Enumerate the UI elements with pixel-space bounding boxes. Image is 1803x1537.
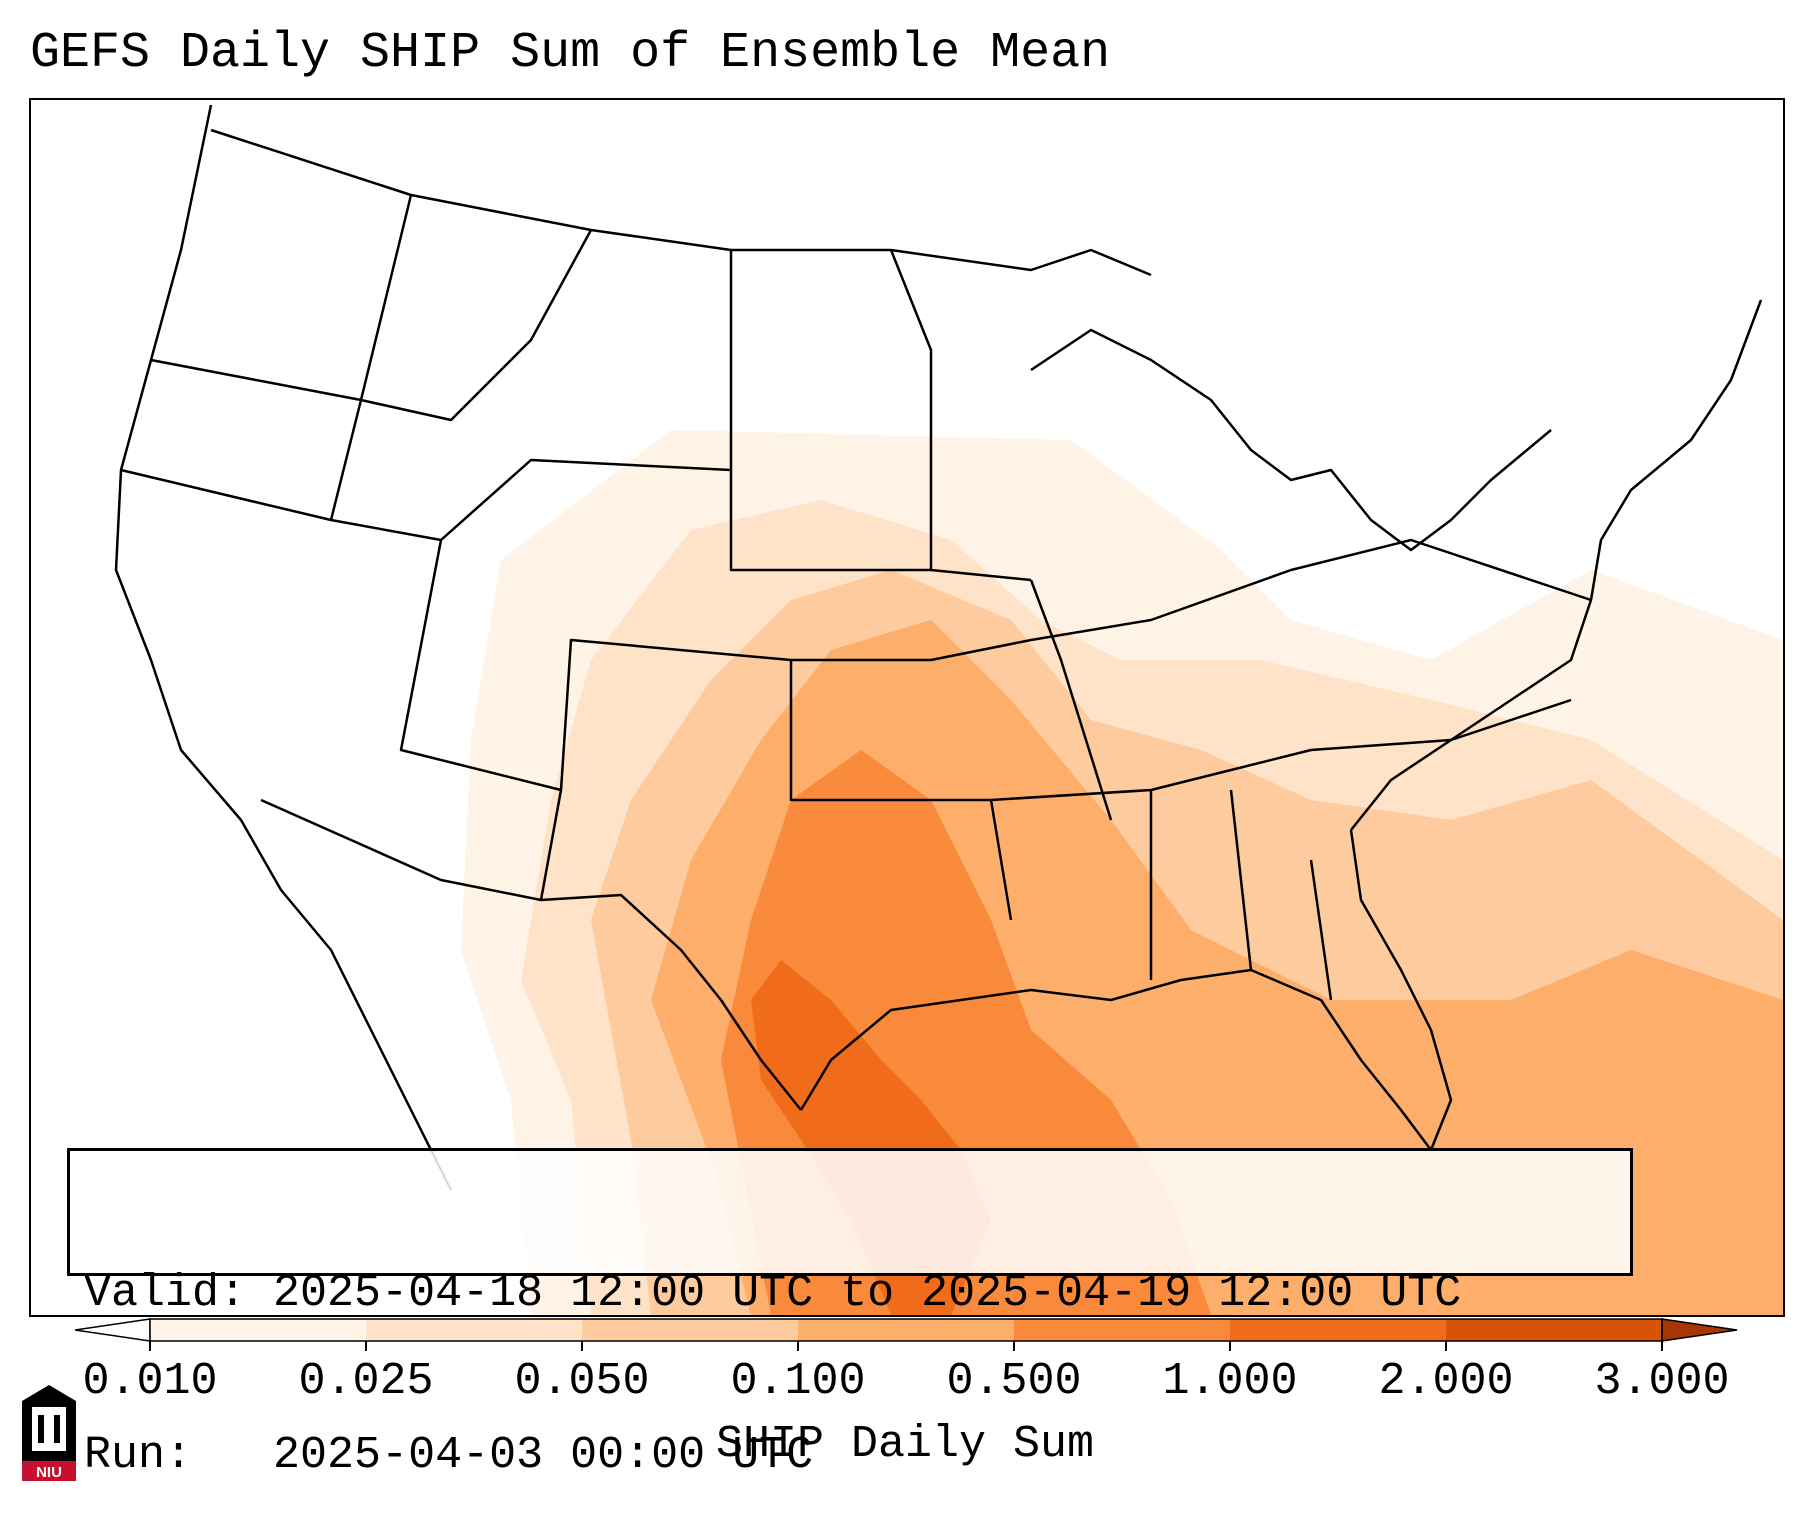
coastline-west xyxy=(114,104,453,1191)
colorbar-tick-label: 0.025 xyxy=(298,1356,434,1407)
state-lines-1 xyxy=(359,194,593,422)
colorbar-tick-label: 0.050 xyxy=(514,1356,650,1407)
colorbar-tick-label: 0.500 xyxy=(946,1356,1082,1407)
colorbar-tick-label: 2.000 xyxy=(1378,1356,1514,1407)
colorbar-tick-label: 0.100 xyxy=(730,1356,866,1407)
logo-text: NIU xyxy=(36,1464,62,1481)
state-lines-6 xyxy=(791,538,1592,662)
state-lines-7 xyxy=(990,698,1572,1001)
run-row: Run: 2025-04-03 00:00 UTC xyxy=(84,1429,1616,1483)
ship-shading xyxy=(461,430,1783,1315)
colorbar-segment xyxy=(1014,1319,1231,1341)
colorbar-tick-label: 1.000 xyxy=(1162,1356,1298,1407)
border-canada xyxy=(210,128,1152,277)
colorbar-segment xyxy=(366,1319,583,1341)
colorbar-ticks xyxy=(149,1341,1663,1351)
state-lines-5 xyxy=(539,249,1113,901)
colorbar-outline xyxy=(149,1318,1663,1342)
colorbar xyxy=(74,1318,1738,1351)
colorbar-segment xyxy=(582,1319,799,1341)
colorbar-tick-label: 3.000 xyxy=(1594,1356,1730,1407)
colorbar-tick-label: 0.010 xyxy=(82,1356,218,1407)
colorbar-segment xyxy=(1446,1319,1663,1341)
valid-value: 2025-04-18 12:00 UTC to 2025-04-19 12:00… xyxy=(273,1268,1462,1319)
map-canvas xyxy=(114,104,1783,1315)
state-lines-2 xyxy=(120,358,363,522)
map-panel xyxy=(29,98,1785,1317)
run-value: 2025-04-03 00:00 UTC xyxy=(273,1430,814,1481)
colorbar-label: SHIP Daily Sum xyxy=(715,1419,1095,1470)
colorbar-over-extension xyxy=(1661,1318,1738,1342)
gulf-coast xyxy=(799,829,1453,1152)
boundaries xyxy=(114,104,1763,1191)
colorbar-segment xyxy=(798,1319,1015,1341)
great-lakes xyxy=(1030,328,1552,552)
state-lines-4 xyxy=(399,539,1013,921)
colorbar-segment xyxy=(150,1319,367,1341)
colorbar-segments xyxy=(74,1318,1738,1342)
colorbar-segment xyxy=(1230,1319,1447,1341)
border-mexico xyxy=(260,798,802,1111)
chart-title: GEFS Daily SHIP Sum of Ensemble Mean xyxy=(30,25,1111,82)
niu-logo: NIU xyxy=(22,1385,76,1481)
run-label: Run: xyxy=(84,1430,193,1481)
colorbar-under-extension xyxy=(74,1318,151,1342)
valid-label: Valid: xyxy=(84,1268,247,1319)
valid-row: Valid: 2025-04-18 12:00 UTC to 2025-04-1… xyxy=(84,1267,1616,1321)
valid-run-box: Valid: 2025-04-18 12:00 UTC to 2025-04-1… xyxy=(67,1148,1633,1481)
